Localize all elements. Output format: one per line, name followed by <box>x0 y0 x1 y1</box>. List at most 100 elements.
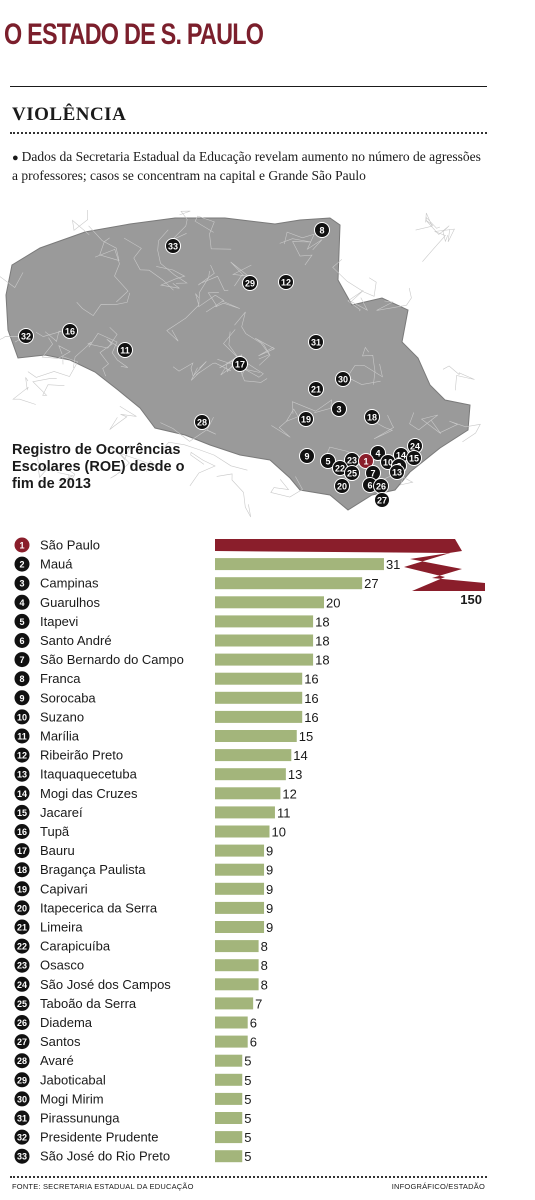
marker-label: 9 <box>304 452 309 462</box>
chart-row: 3 Campinas 27 <box>14 575 379 591</box>
category-label: Itapecerica da Serra <box>40 900 158 915</box>
value-label: 6 <box>250 1016 257 1031</box>
state-map: 8332912321611311730213191828244141510213… <box>0 210 481 518</box>
marker-label: 24 <box>410 442 420 452</box>
marker-dot <box>370 445 386 461</box>
chart-row: 6 Santo André 18 <box>14 633 330 649</box>
marker-label: 22 <box>335 464 345 474</box>
marker-label: 5 <box>325 457 330 467</box>
rank-badge <box>14 1148 30 1164</box>
chart-row: 27 Santos 6 <box>14 1034 257 1050</box>
chart-row: 7 São Bernardo do Campo 18 <box>14 652 330 668</box>
bar <box>215 997 254 1010</box>
value-label: 5 <box>244 1130 251 1145</box>
chart-row: 13 Itaquaquecetuba 13 <box>14 766 302 782</box>
bar <box>215 577 363 590</box>
chart-row: 12 Ribeirão Preto 14 <box>14 747 308 763</box>
rank-label: 11 <box>17 732 27 742</box>
border-line <box>439 420 481 443</box>
source-note: FONTE: SECRETARIA ESTADUAL DA EDUCAÇÃO <box>12 1182 194 1191</box>
value-label: 18 <box>315 653 329 668</box>
map-marker-13: 13 <box>389 464 405 480</box>
intro-body: Dados da Secretaria Estadual da Educação… <box>12 149 481 183</box>
category-label: Ribeirão Preto <box>40 748 123 763</box>
value-label: 10 <box>272 825 286 840</box>
chart-row: 17 Bauru 9 <box>14 843 273 859</box>
border-line <box>0 272 24 288</box>
rank-badge <box>14 1091 30 1107</box>
category-label: Santo André <box>40 633 112 648</box>
chart-row: 5 Itapevi 18 <box>14 613 330 629</box>
rank-label: 22 <box>17 942 27 952</box>
category-label: Santos <box>40 1034 81 1049</box>
rank-badge <box>14 556 30 572</box>
chart-row: 32 Presidente Prudente 5 <box>14 1129 251 1145</box>
border-line <box>109 406 137 430</box>
marker-dot <box>331 401 347 417</box>
chart-row: 15 Jacareí 11 <box>14 804 291 820</box>
map-marker-5: 5 <box>320 453 336 469</box>
value-label: 11 <box>277 805 291 820</box>
border-line <box>415 212 441 231</box>
border-line <box>219 329 240 369</box>
rank-badge <box>14 976 30 992</box>
marker-label: 29 <box>245 279 255 289</box>
category-label: Mogi das Cruzes <box>40 786 138 801</box>
rank-label: 8 <box>19 674 24 684</box>
map-marker-16: 16 <box>62 323 78 339</box>
chart-row: 28 Avaré 5 <box>14 1053 251 1069</box>
rank-badge <box>14 652 30 668</box>
rank-badge <box>14 709 30 725</box>
value-label: 14 <box>293 748 307 763</box>
rank-label: 28 <box>17 1056 27 1066</box>
category-label: São Paulo <box>40 538 100 553</box>
border-line <box>198 270 225 313</box>
marker-label: 7 <box>370 469 375 479</box>
category-label: Mauá <box>40 557 73 572</box>
rank-badge <box>14 881 30 897</box>
border-line <box>255 338 276 366</box>
marker-label: 17 <box>235 360 245 370</box>
chart-row: 9 Sorocaba 16 <box>14 690 319 706</box>
municipal-borders <box>0 210 481 518</box>
rank-badge <box>14 785 30 801</box>
value-label: 13 <box>288 767 302 782</box>
chart-row: 16 Tupã 10 <box>14 824 286 840</box>
border-line <box>35 330 62 342</box>
map-marker-28: 28 <box>194 414 210 430</box>
border-line <box>36 450 54 478</box>
chart-row: 24 São José dos Campos 8 <box>14 976 268 992</box>
marker-dot <box>344 465 360 481</box>
marker-dot <box>358 453 374 469</box>
value-label: 27 <box>364 576 378 591</box>
marker-label: 18 <box>367 413 377 423</box>
border-line <box>104 446 158 472</box>
marker-dot <box>278 274 294 290</box>
border-line <box>271 408 299 438</box>
chart-row: 26 Diadema 6 <box>14 1015 257 1031</box>
map-marker-30: 30 <box>335 371 351 387</box>
category-label: Itapevi <box>40 614 78 629</box>
value-label: 5 <box>244 1073 251 1088</box>
chart-row: 11 Marília 15 <box>14 728 313 744</box>
rank-badge <box>14 690 30 706</box>
map-marker-18: 18 <box>364 409 380 425</box>
marker-label: 19 <box>301 415 311 425</box>
rank-label: 4 <box>19 598 24 608</box>
marker-dot <box>117 342 133 358</box>
chart-row: 22 Carapicuíba 8 <box>14 938 268 954</box>
bar <box>215 1073 243 1086</box>
map-marker-15: 15 <box>406 450 422 466</box>
category-label: São José dos Campos <box>40 977 171 992</box>
rank-label: 7 <box>19 655 24 665</box>
value-label: 20 <box>326 595 340 610</box>
marker-label: 3 <box>336 405 341 415</box>
map-marker-4: 4 <box>370 445 386 461</box>
category-label: Capivari <box>40 881 88 896</box>
marker-label: 25 <box>347 469 357 479</box>
chart-row: 19 Capivari 9 <box>14 881 273 897</box>
rank-badge <box>14 900 30 916</box>
border-line <box>157 229 188 284</box>
border-line <box>32 378 65 396</box>
